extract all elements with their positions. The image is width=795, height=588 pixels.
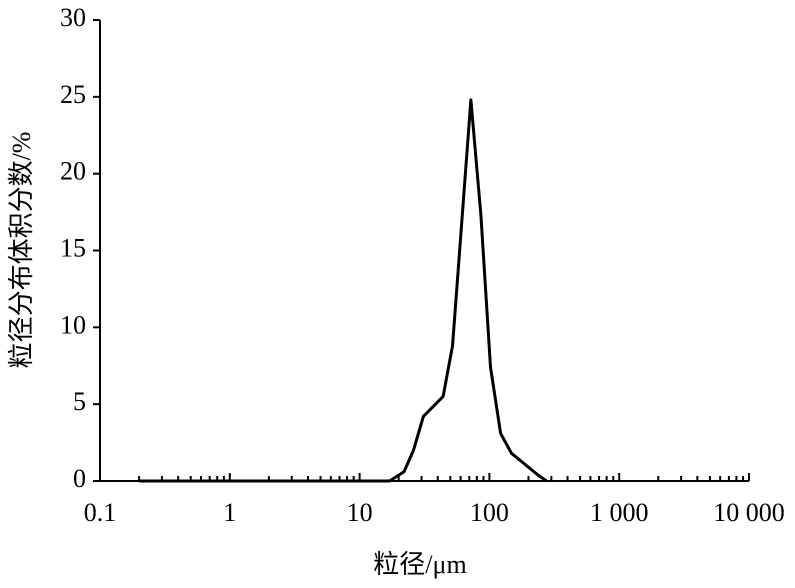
x-tick-label: 10 — [347, 498, 373, 527]
y-tick-label: 25 — [60, 80, 86, 109]
y-tick-label: 15 — [60, 233, 86, 262]
x-tick-label: 10 000 — [713, 498, 785, 527]
y-tick-label: 20 — [60, 157, 86, 186]
y-tick-label: 0 — [73, 464, 86, 493]
y-tick-label: 30 — [60, 3, 86, 32]
line — [139, 98, 548, 483]
x-axis-label: 粒径/μm — [373, 550, 466, 579]
x-tick-label: 1 — [223, 498, 236, 527]
y-tick-label: 5 — [73, 387, 86, 416]
y-tick-label: 10 — [60, 310, 86, 339]
x-tick-label: 0.1 — [84, 498, 117, 527]
x-tick-label: 1 000 — [590, 498, 649, 527]
x-tick-label: 100 — [470, 498, 509, 527]
y-axis-label: 粒径分布体积分数/% — [7, 132, 36, 369]
